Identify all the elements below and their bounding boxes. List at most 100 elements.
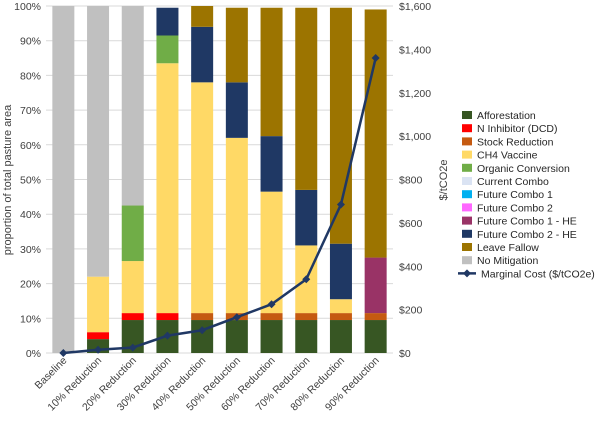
- bar-segment-ch4-vaccine: [87, 276, 110, 333]
- legend-swatch: [462, 150, 472, 159]
- bar-segment-stock-reduction: [364, 313, 387, 321]
- y2-tick-label: $0: [399, 348, 411, 360]
- legend-label: No Mitigation: [477, 255, 538, 267]
- marginal-cost-marker: [128, 343, 137, 352]
- bar-segment-afforestation: [225, 320, 248, 353]
- y2-tick-label: $400: [399, 261, 423, 273]
- legend-label: Future Combo 2: [477, 202, 553, 214]
- bar-segment-afforestation: [295, 320, 318, 353]
- y-tick-label: 80%: [20, 70, 41, 82]
- bar-segment-afforestation: [329, 320, 352, 353]
- y2-tick-label: $1,200: [399, 88, 431, 100]
- y2-tick-label: $200: [399, 305, 423, 317]
- legend-swatch: [462, 203, 472, 212]
- legend-label: N Inhibitor (DCD): [477, 123, 558, 135]
- y-tick-label: 90%: [20, 36, 41, 48]
- bar-segment-leave-fallow: [225, 7, 248, 83]
- legend-swatch: [462, 137, 472, 146]
- y-tick-label: 20%: [20, 279, 41, 291]
- legend-swatch: [462, 124, 472, 133]
- bar-segment-leave-fallow: [260, 7, 283, 137]
- legend-label: Organic Conversion: [477, 163, 570, 175]
- legend-swatch: [462, 229, 472, 238]
- bar-segment-organic-conversion: [156, 35, 179, 64]
- marginal-cost-marker: [302, 275, 311, 284]
- marginal-cost-line-group: [59, 54, 380, 357]
- bar-segment-stock-reduction: [260, 313, 283, 321]
- bar-segment-afforestation: [364, 320, 387, 353]
- legend-swatch: [462, 163, 472, 172]
- marginal-cost-line: [63, 57, 377, 355]
- y2-tick-label: $1,600: [399, 1, 431, 13]
- y2-tick-label: $1,400: [399, 44, 431, 56]
- bar-segment-future-combo-2-he: [156, 7, 179, 36]
- y2-tick-label: $1,000: [399, 131, 431, 143]
- legend-swatch: [462, 256, 472, 265]
- marginal-cost-marker: [163, 331, 172, 340]
- marginal-cost-marker: [232, 313, 241, 322]
- bar-segment-afforestation: [191, 320, 214, 353]
- bar-segment-future-combo-2-he: [191, 26, 214, 83]
- legend-label: Current Combo: [477, 176, 549, 188]
- y2-tick-label: $600: [399, 218, 423, 230]
- bar-segment-stock-reduction: [295, 313, 318, 321]
- bar-segment-n-inhibitor-dcd-: [156, 313, 179, 321]
- legend-label: Future Combo 2 - HE: [477, 229, 577, 241]
- y-tick-label: 10%: [20, 313, 41, 325]
- legend-label: Marginal Cost ($/tCO2e): [481, 268, 595, 280]
- legend-label: Stock Reduction: [477, 136, 554, 148]
- y-tick-label: 100%: [14, 1, 41, 13]
- y2-tick-label: $800: [399, 175, 423, 187]
- bar-segment-ch4-vaccine: [191, 82, 214, 314]
- bar-segment-future-combo-2-he: [260, 136, 283, 192]
- legend-swatch: [462, 111, 472, 119]
- bar-segment-stock-reduction: [191, 313, 214, 321]
- legend-swatch: [462, 177, 472, 185]
- legend-swatch: [462, 243, 472, 251]
- bar-stacks: [52, 6, 387, 353]
- bar-segment-no-mitigation: [87, 6, 110, 277]
- y-axis-title: proportion of total pasture area: [2, 104, 14, 255]
- legend-label: Future Combo 1 - HE: [477, 216, 577, 228]
- bar-segment-ch4-vaccine: [121, 261, 144, 314]
- bar-segment-future-combo-2-he: [295, 189, 318, 246]
- legend-label: Future Combo 1: [477, 189, 553, 201]
- marginal-cost-marker: [336, 200, 345, 209]
- secondary-y-axis-title: $/tCO2e: [438, 160, 450, 201]
- bar-segment-no-mitigation: [121, 6, 144, 206]
- marginal-cost-marker: [267, 300, 276, 309]
- bar-segment-stock-reduction: [329, 313, 352, 321]
- legend-label: CH4 Vaccine: [477, 150, 538, 162]
- bar-segment-afforestation: [260, 320, 283, 353]
- bar-segment-leave-fallow: [364, 9, 387, 258]
- legend-swatch: [462, 190, 472, 199]
- y-tick-label: 70%: [20, 105, 41, 117]
- y-tick-label: 50%: [20, 175, 41, 187]
- bar-segment-ch4-vaccine: [156, 63, 179, 314]
- marginal-cost-marker: [94, 345, 103, 354]
- marginal-cost-marker: [198, 326, 207, 335]
- bar-segment-n-inhibitor-dcd-: [121, 313, 144, 321]
- bar-segment-organic-conversion: [121, 205, 144, 262]
- bar-segment-no-mitigation: [52, 6, 75, 353]
- marginal-cost-marker: [371, 54, 380, 63]
- y-tick-label: 0%: [26, 348, 41, 360]
- bar-segment-future-combo-1-he: [364, 257, 387, 314]
- bar-segment-n-inhibitor-dcd-: [87, 332, 110, 340]
- bar-segment-leave-fallow: [191, 6, 214, 27]
- legend-label: Leave Fallow: [477, 242, 539, 254]
- bar-segment-ch4-vaccine: [329, 299, 352, 314]
- bar-segment-future-combo-2-he: [329, 243, 352, 300]
- y-tick-label: 40%: [20, 209, 41, 221]
- y-tick-label: 30%: [20, 244, 41, 256]
- bar-segment-ch4-vaccine: [225, 137, 248, 314]
- legend-swatch: [462, 216, 472, 225]
- y-tick-label: 60%: [20, 140, 41, 152]
- bar-segment-leave-fallow: [295, 7, 318, 190]
- legend-line-marker: [463, 269, 471, 278]
- legend-label: Afforestation: [477, 110, 536, 122]
- bar-segment-future-combo-2-he: [225, 82, 248, 138]
